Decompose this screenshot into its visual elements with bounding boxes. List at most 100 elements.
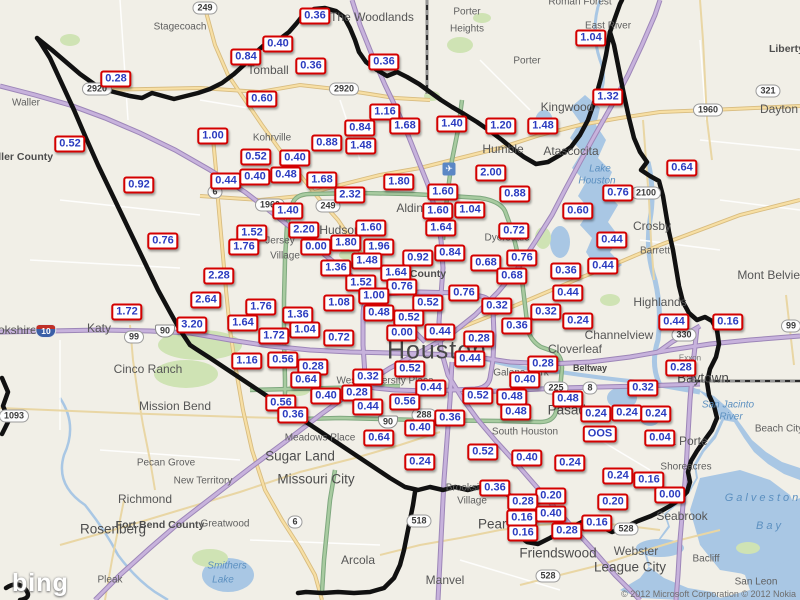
value-pushpin-label[interactable]: 2.00 (475, 164, 507, 182)
value-pushpin-label[interactable]: 0.40 (262, 35, 294, 53)
value-pushpin-label[interactable]: 0.52 (240, 148, 272, 166)
value-pushpin-label[interactable]: 0.44 (552, 284, 584, 302)
value-pushpin-label[interactable]: 0.48 (552, 390, 584, 408)
value-pushpin-label[interactable]: 1.60 (422, 202, 454, 220)
value-pushpin-label[interactable]: 0.48 (500, 403, 532, 421)
value-pushpin-label[interactable]: 1.04 (454, 201, 486, 219)
value-pushpin-label[interactable]: 0.40 (511, 449, 543, 467)
value-pushpin-label[interactable]: 1.64 (425, 219, 457, 237)
value-pushpin-label[interactable]: 0.00 (300, 238, 332, 256)
value-pushpin-label[interactable]: 1.72 (111, 303, 143, 321)
value-pushpin-label[interactable]: 0.44 (658, 313, 690, 331)
value-pushpin-label[interactable]: 1.00 (197, 127, 229, 145)
value-pushpin-label[interactable]: 0.76 (602, 184, 634, 202)
value-pushpin-label[interactable]: 1.20 (485, 117, 517, 135)
value-pushpin-label[interactable]: 0.24 (404, 453, 436, 471)
value-pushpin-label[interactable]: 2.32 (334, 186, 366, 204)
value-pushpin-label[interactable]: 0.92 (402, 249, 434, 267)
value-pushpin-label[interactable]: 1.48 (345, 137, 377, 155)
value-pushpin-label[interactable]: 0.36 (550, 262, 582, 280)
value-pushpin-label[interactable]: 0.32 (530, 303, 562, 321)
value-pushpin-label[interactable]: 0.52 (462, 387, 494, 405)
value-pushpin-label[interactable]: 0.40 (310, 387, 342, 405)
value-pushpin-label[interactable]: 0.60 (246, 90, 278, 108)
value-pushpin-label[interactable]: 1.68 (306, 171, 338, 189)
value-pushpin-label[interactable]: 0.24 (602, 467, 634, 485)
value-pushpin-label[interactable]: 0.28 (463, 330, 495, 348)
value-pushpin-label[interactable]: 0.40 (404, 419, 436, 437)
value-pushpin-label[interactable]: 1.04 (575, 29, 607, 47)
value-pushpin-label[interactable]: 0.20 (535, 487, 567, 505)
value-pushpin-label[interactable]: 0.52 (412, 294, 444, 312)
value-pushpin-label[interactable]: 0.24 (580, 405, 612, 423)
value-pushpin-label[interactable]: 1.04 (289, 321, 321, 339)
value-pushpin-label[interactable]: 2.20 (288, 221, 320, 239)
value-pushpin-label[interactable]: 0.24 (611, 404, 643, 422)
value-pushpin-label[interactable]: 0.44 (210, 172, 242, 190)
value-pushpin-label[interactable]: 1.64 (380, 264, 412, 282)
value-pushpin-label[interactable]: 0.64 (666, 159, 698, 177)
value-pushpin-label[interactable]: 0.92 (123, 176, 155, 194)
value-pushpin-label[interactable]: 1.60 (355, 219, 387, 237)
value-pushpin-label[interactable]: 0.36 (501, 317, 533, 335)
value-pushpin-label[interactable]: 0.40 (279, 149, 311, 167)
value-pushpin-label[interactable]: 0.88 (311, 134, 343, 152)
value-pushpin-label[interactable]: 0.16 (633, 471, 665, 489)
value-pushpin-label[interactable]: 2.28 (203, 267, 235, 285)
value-pushpin-label[interactable]: 0.44 (454, 350, 486, 368)
value-pushpin-label[interactable]: 0.44 (415, 379, 447, 397)
value-pushpin-label[interactable]: 0.04 (644, 429, 676, 447)
value-pushpin-label[interactable]: 0.72 (498, 222, 530, 240)
value-pushpin-label[interactable]: 0.36 (434, 409, 466, 427)
value-pushpin-label[interactable]: 0.56 (267, 351, 299, 369)
value-pushpin-label[interactable]: 1.80 (330, 234, 362, 252)
value-pushpin-label[interactable]: 0.00 (654, 486, 686, 504)
value-pushpin-label[interactable]: 1.48 (351, 252, 383, 270)
value-pushpin-label[interactable]: 0.32 (352, 368, 384, 386)
value-pushpin-label[interactable]: 0.84 (434, 244, 466, 262)
value-pushpin-label[interactable]: 0.28 (665, 359, 697, 377)
value-pushpin-label[interactable]: 1.32 (592, 88, 624, 106)
value-pushpin-label[interactable]: 0.68 (496, 267, 528, 285)
value-pushpin-label[interactable]: 0.56 (389, 393, 421, 411)
value-pushpin-label[interactable]: 0.64 (363, 429, 395, 447)
value-pushpin-label[interactable]: 0.76 (506, 249, 538, 267)
value-pushpin-label[interactable]: 0.24 (554, 454, 586, 472)
value-pushpin-label[interactable]: 1.40 (436, 115, 468, 133)
value-pushpin-label[interactable]: 0.20 (597, 493, 629, 511)
value-pushpin-label[interactable]: 0.84 (344, 119, 376, 137)
value-pushpin-label[interactable]: 2.64 (190, 291, 222, 309)
value-pushpin-label[interactable]: 0.40 (535, 505, 567, 523)
value-pushpin-label[interactable]: 0.84 (230, 48, 262, 66)
value-pushpin-label[interactable]: 0.44 (352, 398, 384, 416)
value-pushpin-label[interactable]: 1.16 (231, 352, 263, 370)
value-pushpin-label[interactable]: 0.28 (100, 70, 132, 88)
value-pushpin-label[interactable]: 0.72 (323, 329, 355, 347)
value-pushpin-label[interactable]: 0.24 (562, 312, 594, 330)
value-pushpin-label[interactable]: 0.28 (551, 522, 583, 540)
value-pushpin-label[interactable]: 0.28 (507, 493, 539, 511)
value-pushpin-label[interactable]: 0.44 (424, 323, 456, 341)
value-pushpin-label[interactable]: 1.72 (258, 327, 290, 345)
value-pushpin-label[interactable]: 0.52 (394, 360, 426, 378)
value-pushpin-label[interactable]: 1.36 (320, 259, 352, 277)
value-pushpin-label[interactable]: 0.36 (479, 479, 511, 497)
value-pushpin-label[interactable]: 0.76 (448, 284, 480, 302)
value-pushpin-label[interactable]: 0.24 (640, 405, 672, 423)
value-pushpin-label[interactable]: 1.60 (427, 183, 459, 201)
value-pushpin-label[interactable]: 0.48 (270, 166, 302, 184)
value-pushpin-label[interactable]: 0.36 (277, 406, 309, 424)
value-pushpin-label[interactable]: 1.64 (227, 314, 259, 332)
value-pushpin-label[interactable]: OOS (582, 425, 618, 443)
value-pushpin-label[interactable]: 0.44 (596, 231, 628, 249)
value-pushpin-label[interactable]: 1.76 (245, 298, 277, 316)
value-pushpin-label[interactable]: 0.40 (239, 168, 271, 186)
value-pushpin-label[interactable]: 0.52 (467, 443, 499, 461)
value-pushpin-label[interactable]: 0.00 (386, 324, 418, 342)
value-pushpin-label[interactable]: 0.76 (147, 232, 179, 250)
value-pushpin-label[interactable]: 1.76 (228, 238, 260, 256)
value-pushpin-label[interactable]: 0.44 (587, 257, 619, 275)
value-pushpin-label[interactable]: 0.16 (581, 514, 613, 532)
value-pushpin-label[interactable]: 0.36 (295, 57, 327, 75)
